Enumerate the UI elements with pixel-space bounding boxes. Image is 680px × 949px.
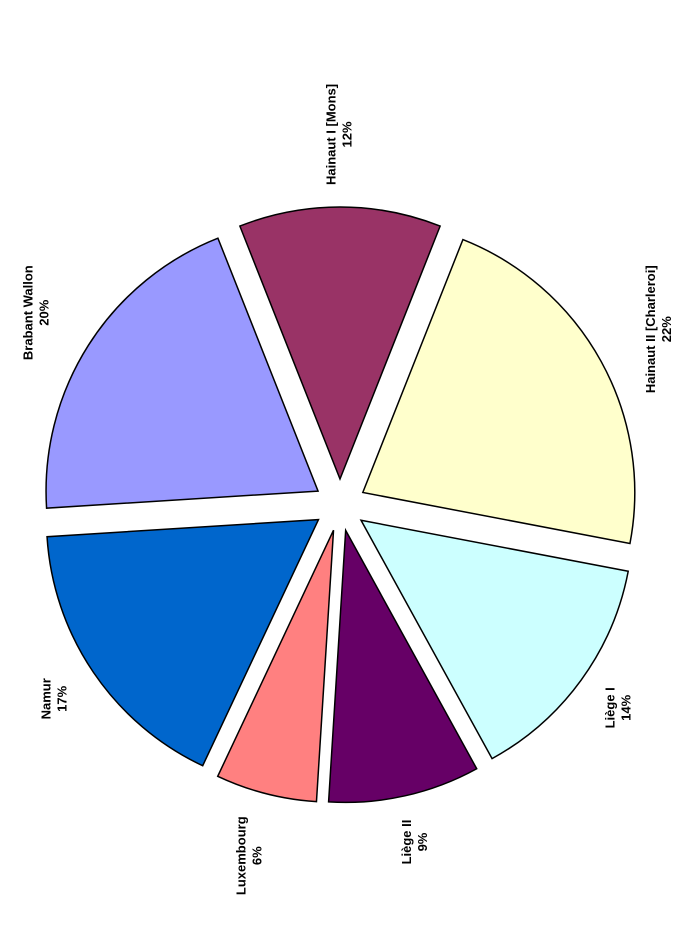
slice-label: Namur 17% bbox=[38, 678, 69, 719]
pie-slice bbox=[216, 529, 335, 803]
slice-label: Liège I 14% bbox=[603, 687, 634, 728]
label-name: Liège I bbox=[603, 687, 618, 728]
slice-label: Hainaut I [Mons] 12% bbox=[323, 84, 354, 185]
label-name: Liège II bbox=[399, 820, 414, 865]
label-value: 17% bbox=[54, 685, 69, 711]
slice-label: Brabant Wallon 20% bbox=[20, 265, 51, 360]
pie-slice bbox=[359, 519, 630, 760]
label-name: Luxembourg bbox=[233, 816, 248, 895]
label-name: Namur bbox=[38, 678, 53, 719]
pie-slice bbox=[361, 238, 636, 545]
slice-label: Luxembourg 6% bbox=[233, 816, 264, 895]
pie-slice bbox=[238, 206, 442, 482]
slice-label: Liège II 9% bbox=[399, 820, 430, 865]
label-value: 6% bbox=[249, 846, 264, 865]
label-value: 9% bbox=[415, 832, 430, 851]
pie-slice bbox=[46, 518, 320, 767]
label-name: Hainaut I [Mons] bbox=[323, 84, 338, 185]
pie-slice bbox=[45, 237, 320, 509]
pie-slice bbox=[327, 527, 478, 804]
label-name: Hainaut II [Charleroi] bbox=[643, 265, 658, 393]
label-name: Brabant Wallon bbox=[20, 265, 35, 360]
slice-label: Hainaut II [Charleroi] 22% bbox=[643, 265, 674, 393]
label-value: 20% bbox=[36, 299, 51, 325]
label-value: 14% bbox=[619, 694, 634, 720]
label-value: 22% bbox=[659, 316, 674, 342]
label-value: 12% bbox=[339, 121, 354, 147]
